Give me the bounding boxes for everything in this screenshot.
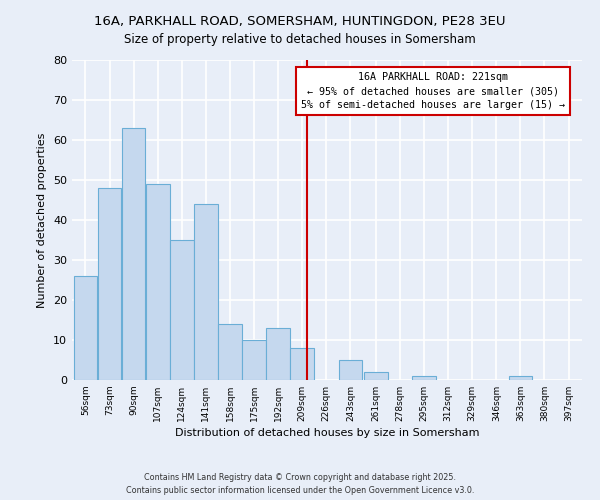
Bar [364, 372, 388, 380]
Bar [242, 340, 266, 380]
Bar [122, 128, 145, 380]
Bar [509, 376, 532, 380]
Text: 16A PARKHALL ROAD: 221sqm
← 95% of detached houses are smaller (305)
5% of semi-: 16A PARKHALL ROAD: 221sqm ← 95% of detac… [301, 72, 565, 110]
Text: Contains HM Land Registry data © Crown copyright and database right 2025.
Contai: Contains HM Land Registry data © Crown c… [126, 473, 474, 495]
Bar [290, 348, 314, 380]
Bar [146, 184, 170, 380]
Bar [266, 328, 290, 380]
Bar [98, 188, 121, 380]
Bar [170, 240, 194, 380]
Bar [194, 204, 218, 380]
Bar [218, 324, 242, 380]
Bar [338, 360, 362, 380]
Text: 16A, PARKHALL ROAD, SOMERSHAM, HUNTINGDON, PE28 3EU: 16A, PARKHALL ROAD, SOMERSHAM, HUNTINGDO… [94, 15, 506, 28]
X-axis label: Distribution of detached houses by size in Somersham: Distribution of detached houses by size … [175, 428, 479, 438]
Y-axis label: Number of detached properties: Number of detached properties [37, 132, 47, 308]
Bar [74, 276, 97, 380]
Bar [412, 376, 436, 380]
Text: Size of property relative to detached houses in Somersham: Size of property relative to detached ho… [124, 32, 476, 46]
